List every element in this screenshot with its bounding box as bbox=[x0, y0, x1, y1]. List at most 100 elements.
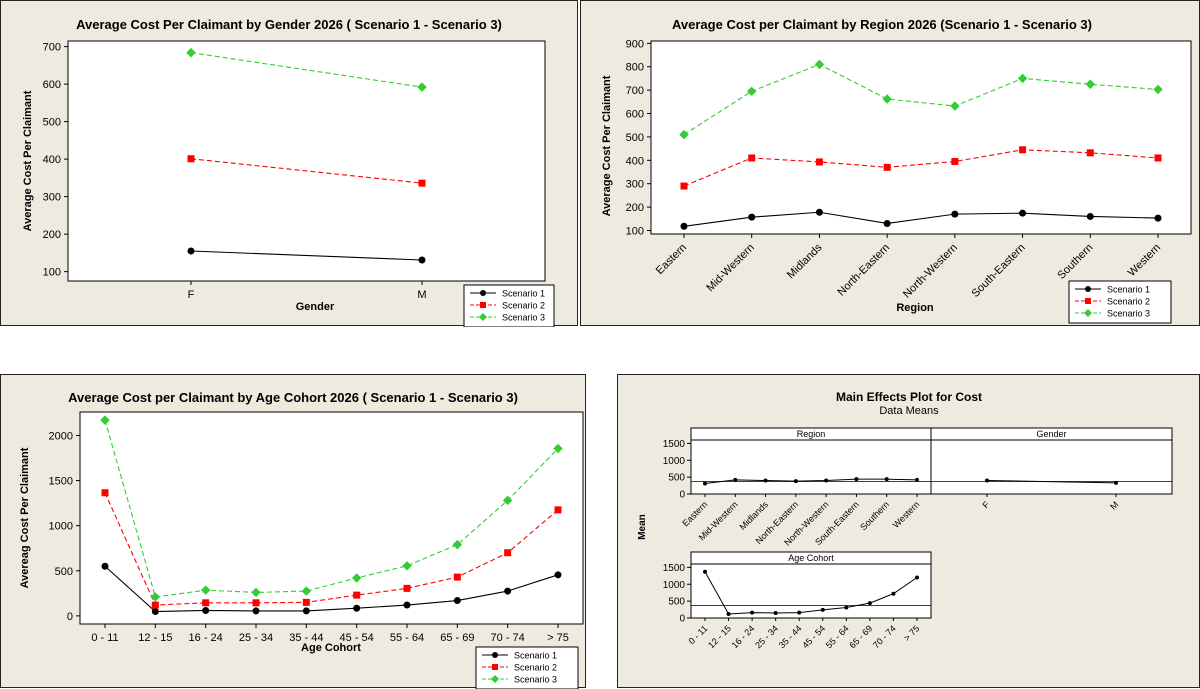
y-axis-label: Average Cost Per Claimant bbox=[601, 75, 613, 216]
series-line-1 bbox=[104, 565, 559, 613]
y-axis-label: Average Cost Per Claimant bbox=[22, 90, 34, 231]
y-tick-label: 900 bbox=[626, 38, 644, 50]
age-chart-panel: Average Cost per Claimant by Age Cohort … bbox=[0, 374, 586, 689]
region-chart-panel: Average Cost per Claimant by Region 2026… bbox=[580, 0, 1200, 326]
legend-label: Scenario 3 bbox=[502, 313, 545, 323]
effect-point bbox=[703, 481, 707, 486]
y-tick-label: 1500 bbox=[663, 439, 686, 450]
data-point-s2 bbox=[101, 489, 109, 497]
x-tick-label: > 75 bbox=[902, 623, 922, 643]
x-tick-label: Eastern bbox=[680, 499, 709, 528]
data-point-s3 bbox=[502, 495, 513, 506]
legend-marker bbox=[492, 664, 498, 670]
effect-point bbox=[726, 611, 731, 616]
x-tick-label: Eastern bbox=[654, 242, 689, 277]
data-point-s3 bbox=[1017, 73, 1028, 84]
effect-point bbox=[750, 610, 755, 615]
gender-chart-panel: Average Cost Per Claimant by Gender 2026… bbox=[0, 0, 578, 327]
data-point-s1 bbox=[187, 247, 195, 255]
chart-subtitle: Data Means bbox=[879, 405, 939, 417]
series-line-3 bbox=[104, 419, 559, 598]
data-point-s2 bbox=[883, 163, 891, 171]
x-tick-label: 16 - 24 bbox=[189, 632, 223, 644]
data-point-s3 bbox=[100, 415, 110, 425]
facet-panel bbox=[690, 427, 932, 495]
data-point-s1 bbox=[202, 606, 210, 614]
effect-point bbox=[763, 478, 768, 483]
data-point-s2 bbox=[1019, 146, 1027, 154]
series-line-3 bbox=[190, 52, 423, 88]
x-tick-label: Western bbox=[1126, 242, 1163, 279]
data-point-s2 bbox=[1086, 149, 1094, 157]
y-tick-label: 500 bbox=[55, 566, 73, 578]
y-tick-label: 400 bbox=[43, 154, 61, 166]
y-tick-label: 1500 bbox=[663, 563, 686, 574]
legend-marker bbox=[1085, 298, 1091, 304]
data-point-s2 bbox=[252, 599, 260, 607]
data-point-s1 bbox=[815, 208, 823, 216]
data-point-s3 bbox=[150, 592, 161, 602]
x-tick-label: M bbox=[1108, 499, 1120, 511]
data-point-s1 bbox=[252, 607, 260, 615]
data-point-s2 bbox=[815, 158, 823, 166]
effect-point bbox=[773, 610, 778, 615]
data-point-s2 bbox=[202, 599, 210, 607]
y-tick-label: 300 bbox=[626, 179, 644, 191]
y-tick-label: 600 bbox=[626, 109, 644, 121]
legend-marker bbox=[1085, 286, 1091, 292]
data-point-s3 bbox=[251, 587, 261, 598]
main-effects-panel: Main Effects Plot for Cost Data Means Me… bbox=[617, 374, 1200, 688]
x-tick-label: Southern bbox=[1055, 242, 1095, 282]
y-tick-label: 500 bbox=[43, 117, 61, 129]
effect-point bbox=[703, 569, 707, 574]
data-point-s2 bbox=[418, 179, 426, 187]
x-tick-label: 35 - 44 bbox=[289, 632, 323, 644]
gender-chart: Average Cost Per Claimant by Gender 2026… bbox=[22, 17, 555, 327]
chart-title: Main Effects Plot for Cost bbox=[836, 390, 982, 404]
x-tick-label: 45 - 54 bbox=[800, 623, 827, 650]
facet-label: Age Cohort bbox=[788, 553, 834, 563]
data-point-s2 bbox=[403, 584, 411, 592]
data-point-s2 bbox=[353, 591, 361, 599]
x-axis-label: Gender bbox=[296, 301, 335, 313]
data-point-s1 bbox=[403, 601, 411, 609]
data-point-s3 bbox=[186, 47, 196, 58]
x-tick-label: > 75 bbox=[547, 632, 569, 644]
x-tick-label: 12 - 15 bbox=[706, 623, 733, 650]
series-line-2 bbox=[683, 149, 1159, 187]
x-tick-label: North-Western bbox=[901, 242, 960, 301]
effect-line bbox=[704, 478, 918, 485]
effect-point bbox=[915, 575, 919, 580]
data-point-s1 bbox=[418, 256, 426, 264]
x-tick-label: Southern bbox=[858, 499, 891, 532]
effect-point bbox=[733, 477, 738, 482]
facet-panel bbox=[690, 551, 932, 619]
legend-box bbox=[463, 284, 555, 327]
effect-point bbox=[891, 591, 896, 596]
facet-label: Region bbox=[797, 429, 826, 439]
effect-line bbox=[986, 480, 1117, 484]
legend-label: Scenario 1 bbox=[1107, 285, 1150, 295]
effect-point bbox=[793, 479, 798, 484]
legend-marker bbox=[480, 290, 486, 296]
y-tick-label: 0 bbox=[679, 614, 685, 625]
effect-point bbox=[824, 478, 829, 483]
effect-point bbox=[867, 601, 872, 606]
y-axis-label: Avereag Cost Per Claimant bbox=[19, 447, 31, 588]
y-tick-label: 700 bbox=[43, 42, 61, 54]
y-tick-label: 1500 bbox=[49, 476, 73, 488]
legend-label: Scenario 3 bbox=[514, 675, 557, 685]
y-tick-label: 700 bbox=[626, 85, 644, 97]
effect-point bbox=[985, 478, 989, 483]
y-tick-label: 0 bbox=[67, 611, 73, 623]
effect-point bbox=[915, 477, 919, 482]
data-point-s2 bbox=[151, 601, 159, 609]
x-tick-label: 70 - 74 bbox=[491, 632, 525, 644]
facet-label: Gender bbox=[1036, 429, 1066, 439]
legend-label: Scenario 3 bbox=[1107, 309, 1150, 319]
chart-title: Average Cost per Claimant by Age Cohort … bbox=[68, 390, 518, 405]
x-tick-label: Midlands bbox=[785, 241, 825, 281]
data-point-s1 bbox=[748, 213, 756, 221]
legend-label: Scenario 2 bbox=[1107, 297, 1150, 307]
data-point-s3 bbox=[950, 101, 960, 111]
